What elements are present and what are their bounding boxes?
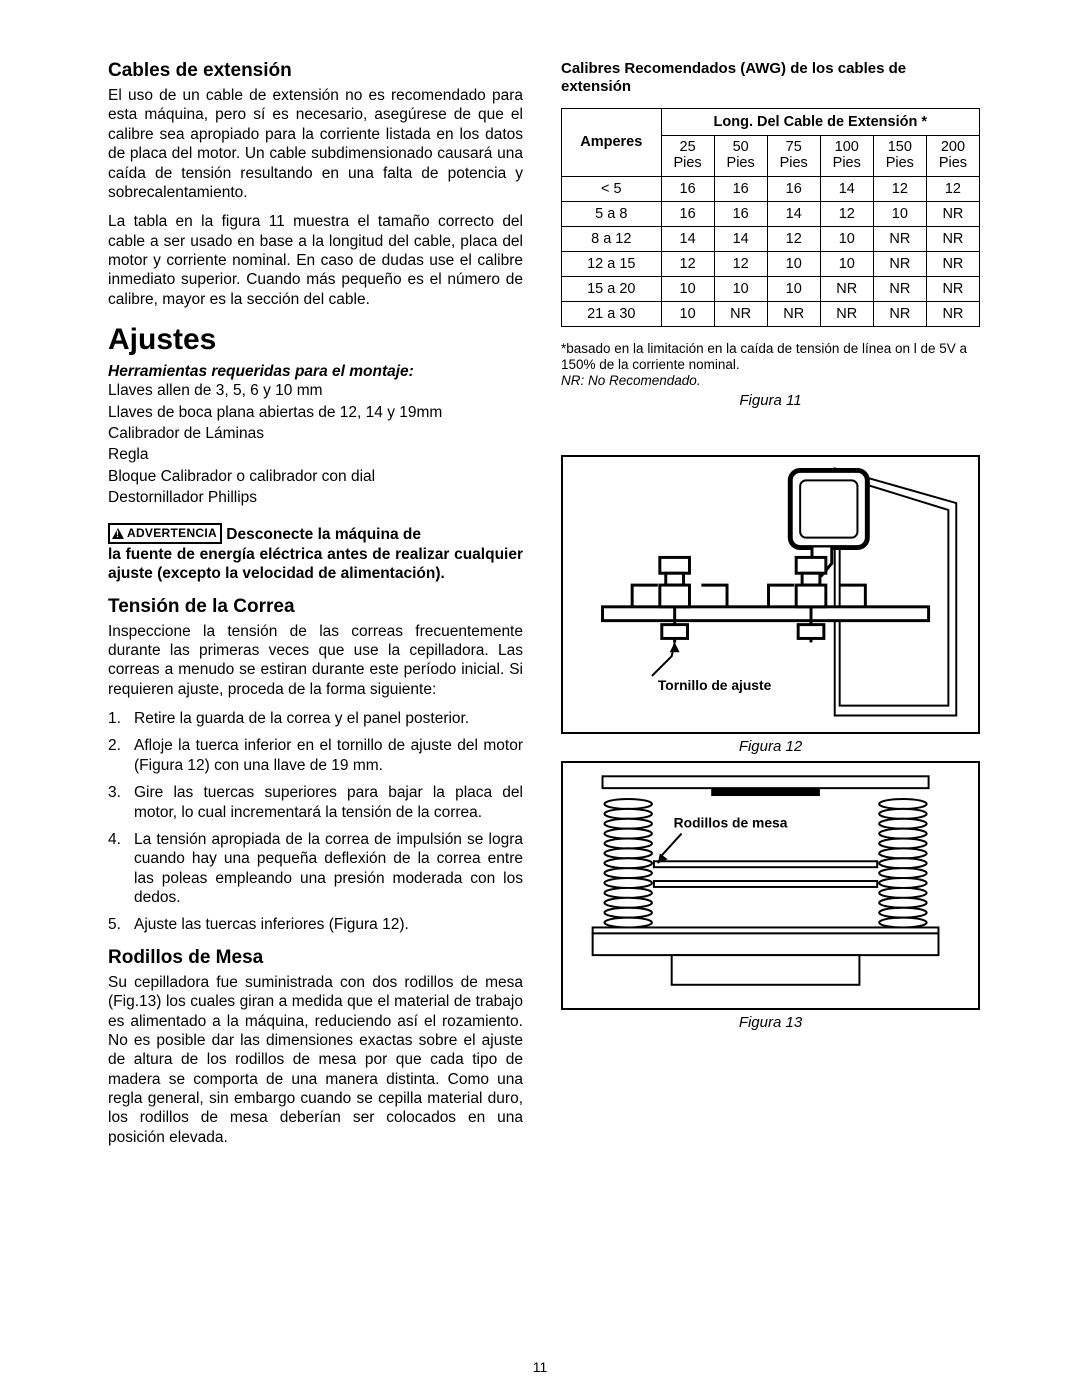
tools-label: Herramientas requeridas para el montaje: xyxy=(108,363,523,381)
awg-col-header: 50Pies xyxy=(714,136,767,177)
tool-item: Regla xyxy=(108,445,523,464)
cables-heading: Cables de extensión xyxy=(108,60,523,82)
awg-row: 21 a 3010NRNRNRNRNR xyxy=(562,301,980,326)
awg-amp-cell: 12 a 15 xyxy=(562,251,662,276)
warning-badge: ADVERTENCIA xyxy=(108,523,222,544)
awg-amp-cell: 15 a 20 xyxy=(562,276,662,301)
belt-para: Inspeccione la tensión de las correas fr… xyxy=(108,622,523,700)
awg-cell: 12 xyxy=(926,176,979,201)
awg-cell: NR xyxy=(926,276,979,301)
awg-cell: NR xyxy=(820,301,873,326)
tool-item: Llaves allen de 3, 5, 6 y 10 mm xyxy=(108,381,523,400)
awg-cell: NR xyxy=(873,226,926,251)
awg-cell: 10 xyxy=(661,276,714,301)
cables-para-2: La tabla en la figura 11 muestra el tama… xyxy=(108,212,523,309)
awg-cell: 14 xyxy=(820,176,873,201)
awg-cell: NR xyxy=(926,226,979,251)
awg-col-header: 100Pies xyxy=(820,136,873,177)
belt-step: Gire las tuercas superiores para bajar l… xyxy=(108,783,523,822)
figure-13-svg: Rodillos de mesa xyxy=(563,763,978,1003)
warning-lead: Desconecte la máquina de xyxy=(222,526,421,543)
awg-cell: NR xyxy=(926,201,979,226)
rollers-heading: Rodillos de Mesa xyxy=(108,947,523,969)
rollers-para: Su cepilladora fue suministrada con dos … xyxy=(108,973,523,1147)
belt-heading: Tensión de la Correa xyxy=(108,596,523,618)
awg-row: 5 a 81616141210NR xyxy=(562,201,980,226)
awg-cell: 14 xyxy=(714,226,767,251)
awg-row: < 5161616141212 xyxy=(562,176,980,201)
awg-cell: 10 xyxy=(661,301,714,326)
table-footnote-1: *basado en la limitación en la caída de … xyxy=(561,341,980,373)
tool-item: Calibrador de Láminas xyxy=(108,424,523,443)
tool-item: Destornillador Phillips xyxy=(108,488,523,507)
awg-cell: 12 xyxy=(661,251,714,276)
amp-header-cell: Amperes xyxy=(562,109,662,177)
awg-cell: NR xyxy=(873,276,926,301)
awg-cell: 16 xyxy=(767,176,820,201)
ajustes-heading: Ajustes xyxy=(108,323,523,357)
awg-cell: NR xyxy=(926,301,979,326)
awg-cell: NR xyxy=(714,301,767,326)
length-header-cell: Long. Del Cable de Extensión * xyxy=(661,109,979,136)
awg-row: 15 a 20101010NRNRNR xyxy=(562,276,980,301)
awg-row: 12 a 1512121010NRNR xyxy=(562,251,980,276)
awg-cell: 10 xyxy=(714,276,767,301)
awg-cell: 16 xyxy=(661,176,714,201)
warning-rest: la fuente de energía eléctrica antes de … xyxy=(108,545,523,584)
awg-cell: NR xyxy=(873,301,926,326)
awg-cell: 14 xyxy=(767,201,820,226)
fig13-label-text: Rodillos de mesa xyxy=(674,815,788,831)
cables-para-1: El uso de un cable de extensión no es re… xyxy=(108,86,523,202)
figure-13: Rodillos de mesa Figura 13 xyxy=(561,761,980,1031)
awg-amp-cell: < 5 xyxy=(562,176,662,201)
awg-cell: 12 xyxy=(714,251,767,276)
awg-cell: 12 xyxy=(873,176,926,201)
awg-cell: 12 xyxy=(767,226,820,251)
awg-col-header: 150Pies xyxy=(873,136,926,177)
warning-badge-text: ADVERTENCIA xyxy=(127,526,217,541)
tools-list: Llaves allen de 3, 5, 6 y 10 mm Llaves de… xyxy=(108,381,523,507)
belt-step: Ajuste las tuercas inferiores (Figura 12… xyxy=(108,915,523,934)
awg-cell: NR xyxy=(820,276,873,301)
awg-col-header: 25Pies xyxy=(661,136,714,177)
figure-12: Tornillo de ajuste Figura 12 xyxy=(561,455,980,755)
figure-12-svg: Tornillo de ajuste xyxy=(563,457,978,727)
awg-amp-cell: 5 a 8 xyxy=(562,201,662,226)
awg-cell: 10 xyxy=(767,276,820,301)
awg-col-header: 75Pies xyxy=(767,136,820,177)
tool-item: Bloque Calibrador o calibrador con dial xyxy=(108,467,523,486)
warning-block: ADVERTENCIA Desconecte la máquina de la … xyxy=(108,523,523,583)
awg-cell: 10 xyxy=(820,251,873,276)
figure-11-caption: Figura 11 xyxy=(561,392,980,409)
fig12-label-text: Tornillo de ajuste xyxy=(658,677,772,693)
awg-cell: 12 xyxy=(820,201,873,226)
awg-cell: 10 xyxy=(820,226,873,251)
awg-table-title: Calibres Recomendados (AWG) de los cable… xyxy=(561,60,980,96)
warning-triangle-icon xyxy=(112,528,124,539)
table-footnote-2: NR: No Recomendado. xyxy=(561,373,980,388)
awg-amp-cell: 8 a 12 xyxy=(562,226,662,251)
awg-cell: NR xyxy=(767,301,820,326)
awg-col-header: 200Pies xyxy=(926,136,979,177)
awg-cell: 16 xyxy=(661,201,714,226)
awg-cell: 16 xyxy=(714,176,767,201)
belt-step: Retire la guarda de la correa y el panel… xyxy=(108,709,523,728)
awg-amp-cell: 21 a 30 xyxy=(562,301,662,326)
awg-row: 8 a 1214141210NRNR xyxy=(562,226,980,251)
belt-step: La tensión apropiada de la correa de imp… xyxy=(108,830,523,908)
page-number: 11 xyxy=(0,1359,1080,1375)
awg-cell: NR xyxy=(926,251,979,276)
awg-cell: NR xyxy=(873,251,926,276)
awg-cell: 14 xyxy=(661,226,714,251)
tool-item: Llaves de boca plana abiertas de 12, 14 … xyxy=(108,403,523,422)
figure-13-caption: Figura 13 xyxy=(561,1014,980,1031)
awg-cell: 10 xyxy=(767,251,820,276)
awg-cell: 10 xyxy=(873,201,926,226)
belt-step: Afloje la tuerca inferior en el tornillo… xyxy=(108,736,523,775)
awg-table: Amperes Long. Del Cable de Extensión * 2… xyxy=(561,108,980,327)
awg-cell: 16 xyxy=(714,201,767,226)
figure-12-caption: Figura 12 xyxy=(561,738,980,755)
belt-steps-list: Retire la guarda de la correa y el panel… xyxy=(108,709,523,935)
